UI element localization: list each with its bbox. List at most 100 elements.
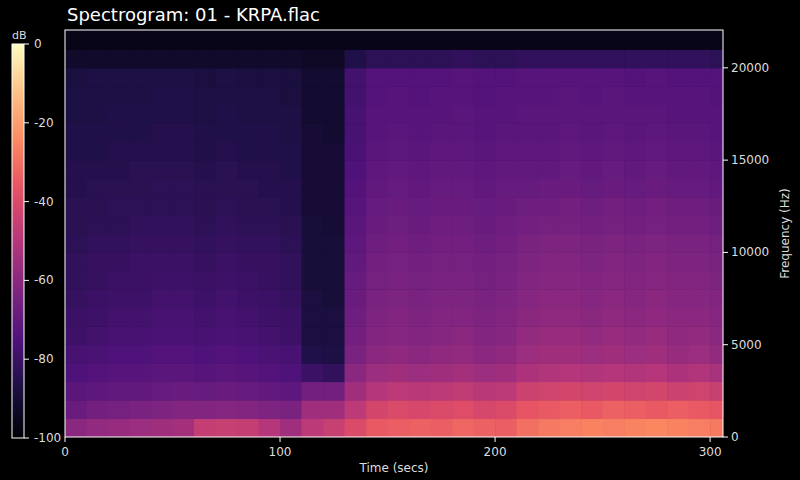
- cell: [646, 271, 668, 290]
- cell: [560, 197, 582, 216]
- cell: [409, 419, 431, 437]
- cell: [710, 179, 723, 198]
- cell: [624, 197, 646, 216]
- cell: [495, 234, 517, 253]
- cell: [151, 49, 173, 68]
- cell: [388, 363, 410, 382]
- cell: [689, 363, 711, 382]
- cell: [216, 326, 238, 345]
- cell: [431, 179, 453, 198]
- cell: [280, 419, 302, 437]
- cell: [173, 363, 195, 382]
- cell: [710, 400, 723, 419]
- cell: [474, 142, 496, 161]
- cell: [710, 308, 723, 327]
- cell: [431, 289, 453, 308]
- cell: [130, 234, 152, 253]
- cell: [194, 49, 216, 68]
- cell: [151, 142, 173, 161]
- cell: [259, 400, 281, 419]
- cell: [194, 271, 216, 290]
- cell: [517, 271, 539, 290]
- cell: [323, 216, 345, 235]
- cell: [130, 271, 152, 290]
- cell: [560, 382, 582, 401]
- cell: [65, 68, 87, 87]
- cell: [173, 142, 195, 161]
- cell: [151, 382, 173, 401]
- cell: [345, 49, 367, 68]
- cell: [108, 142, 130, 161]
- cell: [345, 400, 367, 419]
- cell: [560, 363, 582, 382]
- cell: [108, 160, 130, 179]
- cell: [452, 419, 474, 437]
- cell: [560, 123, 582, 142]
- cell: [65, 289, 87, 308]
- cell: [409, 105, 431, 124]
- cell: [151, 234, 173, 253]
- cell: [603, 105, 625, 124]
- cell: [366, 105, 388, 124]
- cell: [689, 123, 711, 142]
- cell: [624, 234, 646, 253]
- cell: [667, 49, 689, 68]
- x-axis-label: Time (secs): [358, 461, 428, 475]
- cell: [517, 160, 539, 179]
- cell: [538, 123, 560, 142]
- cell: [624, 252, 646, 271]
- cell: [474, 289, 496, 308]
- cell: [108, 363, 130, 382]
- cell: [237, 271, 259, 290]
- cell: [388, 49, 410, 68]
- cell: [259, 197, 281, 216]
- cell: [667, 363, 689, 382]
- cell: [689, 197, 711, 216]
- cell: [474, 197, 496, 216]
- cell: [108, 289, 130, 308]
- cell: [474, 30, 496, 50]
- cell: [259, 382, 281, 401]
- y-tick-label: 15000: [731, 153, 769, 167]
- cell: [323, 234, 345, 253]
- cell: [388, 308, 410, 327]
- cell: [194, 86, 216, 105]
- cell: [259, 30, 281, 50]
- cell: [495, 400, 517, 419]
- cell: [216, 345, 238, 364]
- cell: [409, 382, 431, 401]
- cell: [409, 308, 431, 327]
- cell: [646, 252, 668, 271]
- cell: [474, 271, 496, 290]
- cell: [431, 49, 453, 68]
- cell: [452, 400, 474, 419]
- cell: [302, 160, 324, 179]
- cell: [388, 271, 410, 290]
- cell: [323, 105, 345, 124]
- cell: [65, 234, 87, 253]
- cell: [366, 326, 388, 345]
- cell: [216, 123, 238, 142]
- cell: [366, 123, 388, 142]
- cell: [194, 345, 216, 364]
- cell: [538, 326, 560, 345]
- cell: [237, 363, 259, 382]
- cell: [173, 179, 195, 198]
- cell: [108, 123, 130, 142]
- cell: [366, 289, 388, 308]
- cell: [87, 105, 109, 124]
- cell: [130, 160, 152, 179]
- cell: [603, 234, 625, 253]
- cell: [173, 216, 195, 235]
- cell: [280, 400, 302, 419]
- cell: [495, 271, 517, 290]
- cell: [173, 105, 195, 124]
- cell: [108, 400, 130, 419]
- cell: [474, 86, 496, 105]
- cell: [603, 363, 625, 382]
- cell: [603, 326, 625, 345]
- cell: [237, 68, 259, 87]
- colorbar: [12, 44, 24, 438]
- cell: [151, 197, 173, 216]
- cell: [280, 382, 302, 401]
